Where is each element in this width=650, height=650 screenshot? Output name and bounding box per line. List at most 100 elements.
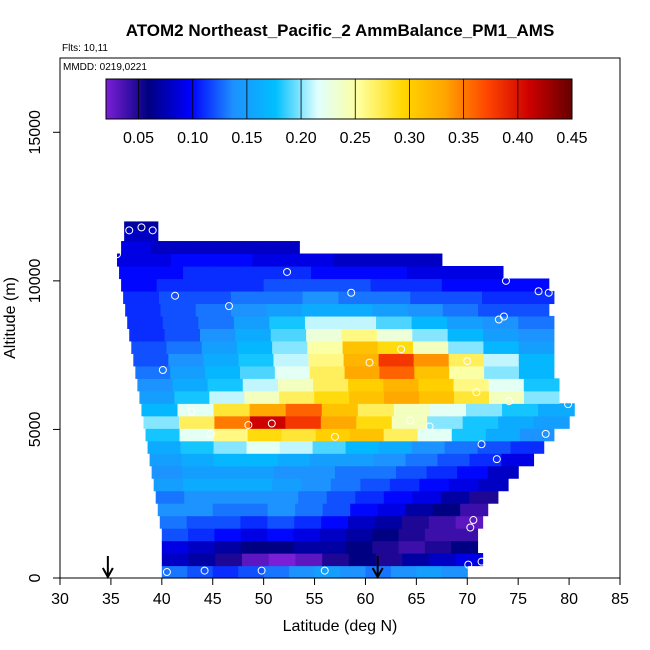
heatmap (117, 221, 575, 579)
profile-point (330, 432, 339, 441)
heatmap-cell (301, 478, 332, 492)
heatmap-cell (326, 490, 356, 504)
x-tick-label: 75 (509, 591, 527, 608)
heatmap-cell (231, 303, 267, 317)
heatmap-cell (355, 490, 385, 504)
heatmap-cell (214, 540, 242, 554)
heatmap-cell (518, 353, 555, 367)
chart-title: ATOM2 Northeast_Pacific_2 AmmBalance_PM1… (126, 21, 555, 40)
heatmap-cell (267, 503, 296, 517)
heatmap-cell (523, 378, 560, 392)
heatmap-cell (309, 365, 346, 379)
heatmap-cell (135, 228, 139, 242)
heatmap-cell (247, 266, 280, 280)
heatmap-cell (342, 340, 379, 354)
heatmap-cell (212, 478, 243, 492)
heatmap-cell (478, 478, 509, 492)
heatmap-cell (137, 378, 174, 392)
heatmap-cell (376, 328, 413, 342)
heatmap-cell (319, 540, 347, 554)
heatmap-cell (330, 478, 361, 492)
heatmap-cell (149, 221, 153, 230)
profile-point (125, 226, 134, 235)
heatmap-cell (345, 440, 380, 454)
heatmap-cell (446, 290, 483, 305)
x-tick-label: 45 (204, 591, 222, 608)
heatmap-cell (334, 465, 367, 479)
heatmap-cell (533, 415, 570, 429)
heatmap-cell (185, 503, 214, 517)
heatmap-cell (390, 565, 417, 579)
heatmap-cell (277, 378, 314, 392)
heatmap-cell (319, 528, 347, 542)
heatmap-cell (154, 228, 159, 242)
heatmap-cell (239, 365, 276, 379)
heatmap-cell (188, 553, 216, 567)
heatmap-cell (306, 253, 335, 267)
heatmap-cell (212, 490, 242, 504)
heatmap-cell (161, 553, 190, 567)
heatmap-cell (429, 403, 467, 417)
heatmap-cell (205, 365, 241, 379)
heatmap-cell (488, 378, 525, 392)
heatmap-cell (129, 328, 166, 342)
heatmap-cell (263, 278, 300, 292)
heatmap-cell (483, 340, 520, 354)
heatmap-cell (156, 278, 193, 292)
heatmap-cell (348, 553, 377, 567)
heatmap-cell (238, 565, 265, 579)
profile-point (494, 315, 503, 324)
heatmap-cell (164, 328, 201, 342)
heatmap-cell (143, 415, 180, 429)
heatmap-cell (126, 228, 131, 242)
heatmap-cell (149, 453, 183, 467)
heatmap-cell (377, 503, 406, 517)
profile-point (206, 429, 215, 438)
heatmap-cell (501, 453, 535, 467)
heatmap-cell (201, 340, 238, 354)
y-tick-label: 15000 (27, 110, 44, 155)
heatmap-cell (183, 478, 214, 492)
colorbar-tick-label: 0.40 (502, 130, 533, 147)
heatmap-cell (125, 303, 162, 317)
dates-label: MMDD: 0219,0221 (63, 62, 147, 73)
heatmap-cell (145, 428, 181, 442)
profile-point (464, 560, 473, 569)
heatmap-cell (129, 228, 134, 242)
profile-point (158, 366, 167, 374)
heatmap-cell (498, 415, 535, 429)
heatmap-cell (384, 390, 420, 404)
heatmap-cell (143, 228, 148, 242)
heatmap-cell (343, 353, 380, 367)
heatmap-cell (412, 328, 449, 342)
profile-point (347, 288, 356, 297)
x-axis-label: Latitude (deg N) (283, 618, 398, 635)
heatmap-cell (180, 241, 196, 255)
heatmap-cell (268, 553, 297, 567)
heatmap-cell (272, 340, 308, 354)
heatmap-cell (213, 453, 247, 467)
heatmap-cell (375, 553, 403, 567)
heatmap-cell (437, 453, 471, 467)
heatmap-cell (123, 290, 160, 305)
heatmap-cell (510, 440, 545, 454)
heatmap-cell (273, 465, 305, 479)
heatmap-cell (412, 490, 442, 504)
heatmap-cell (393, 403, 431, 417)
heatmap-cell (140, 221, 145, 230)
heatmap-cell (523, 390, 560, 404)
heatmap-cell (414, 365, 450, 379)
heatmap-cell (266, 303, 303, 317)
plot-frame (59, 57, 621, 579)
heatmap-cell (441, 278, 479, 292)
x-tick-label: 50 (255, 591, 273, 608)
heatmap-cell (119, 266, 152, 280)
profile-point (469, 516, 478, 525)
heatmap-cell (451, 540, 479, 554)
heatmap-cell (168, 353, 204, 367)
heatmap-cell (448, 478, 480, 492)
heatmap-cell (152, 228, 156, 242)
heatmap-cell (377, 340, 414, 354)
heatmap-cell (124, 221, 128, 230)
heatmap-cell (313, 378, 349, 392)
